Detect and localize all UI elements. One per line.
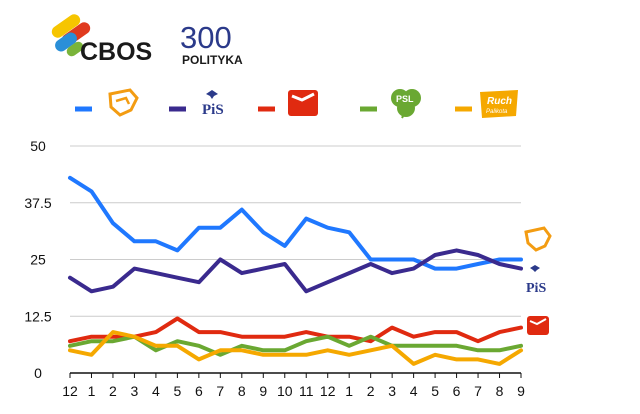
series-line-ruch [68,330,523,366]
polityka-logo: 300 POLITYKA [180,20,243,67]
end-marker-sld-icon [527,316,549,335]
series-lines [68,175,523,366]
cbos-wordmark: CBOS [80,38,152,66]
gridlines [70,145,521,317]
ruch-logo-subtext: Palikota [486,109,508,115]
end-marker-pis-text: PiS [526,281,546,296]
series-line-psl [68,334,523,357]
legend: PiS PSL Ruch Palikota [75,88,518,119]
x-tick-label: 11 [299,383,314,399]
x-tick-label: 8 [496,383,504,399]
ruch-logo-text: Ruch [487,96,512,107]
psl-clover-icon [391,89,421,119]
x-tick-label: 6 [195,383,203,399]
x-tick-label: 12 [320,383,336,399]
x-tick-label: 12 [62,383,78,399]
y-tick-label: 50 [30,138,46,154]
x-tick-label: 9 [517,383,525,399]
sld-logo-icon [288,90,318,116]
series-line-po [68,175,523,271]
x-tick-label: 7 [474,383,482,399]
x-tick-label: 3 [131,383,139,399]
series-line-pis [68,248,523,294]
cbos-emblem-icon [51,14,91,57]
x-tick-label: 8 [238,383,246,399]
x-tick-label: 6 [453,383,461,399]
y-tick-label: 12.5 [24,308,51,324]
legend-item-sld [258,90,318,116]
end-marker-pis-icon [530,265,540,272]
series-line-sld [68,316,523,344]
x-tick-label: 4 [410,383,418,399]
y-tick-label: 0 [34,365,42,381]
pis-eagle-icon [206,90,218,99]
y-tick-label: 25 [30,252,46,268]
end-marker-po-icon [524,226,552,252]
x-tick-label: 1 [88,383,96,399]
po-logo-icon [108,88,139,117]
pis-logo-text: PiS [202,102,224,118]
polityka-wordmark: POLITYKA [182,53,243,67]
legend-item-ruch: Ruch Palikota [455,90,518,118]
legend-item-po [75,88,139,117]
psl-logo-text: PSL [396,94,414,104]
x-tick-label: 2 [367,383,375,399]
x-tick-label: 7 [216,383,224,399]
x-tick-label: 5 [173,383,181,399]
x-tick-label: 1 [345,383,353,399]
y-tick-label: 37.5 [24,195,51,211]
cbos-logo: CBOS [51,14,152,66]
x-tick-label: 9 [259,383,267,399]
x-tick-label: 4 [152,383,160,399]
polityka-300-wordmark: 300 [180,20,232,55]
legend-item-pis: PiS [169,90,224,118]
x-tick-label: 2 [109,383,117,399]
legend-item-psl: PSL [360,89,421,119]
x-tick-label: 5 [431,383,439,399]
end-markers: PiS [524,226,552,335]
x-tick-label: 3 [388,383,396,399]
ruch-logo-icon [480,90,518,118]
x-tick-label: 10 [277,383,293,399]
